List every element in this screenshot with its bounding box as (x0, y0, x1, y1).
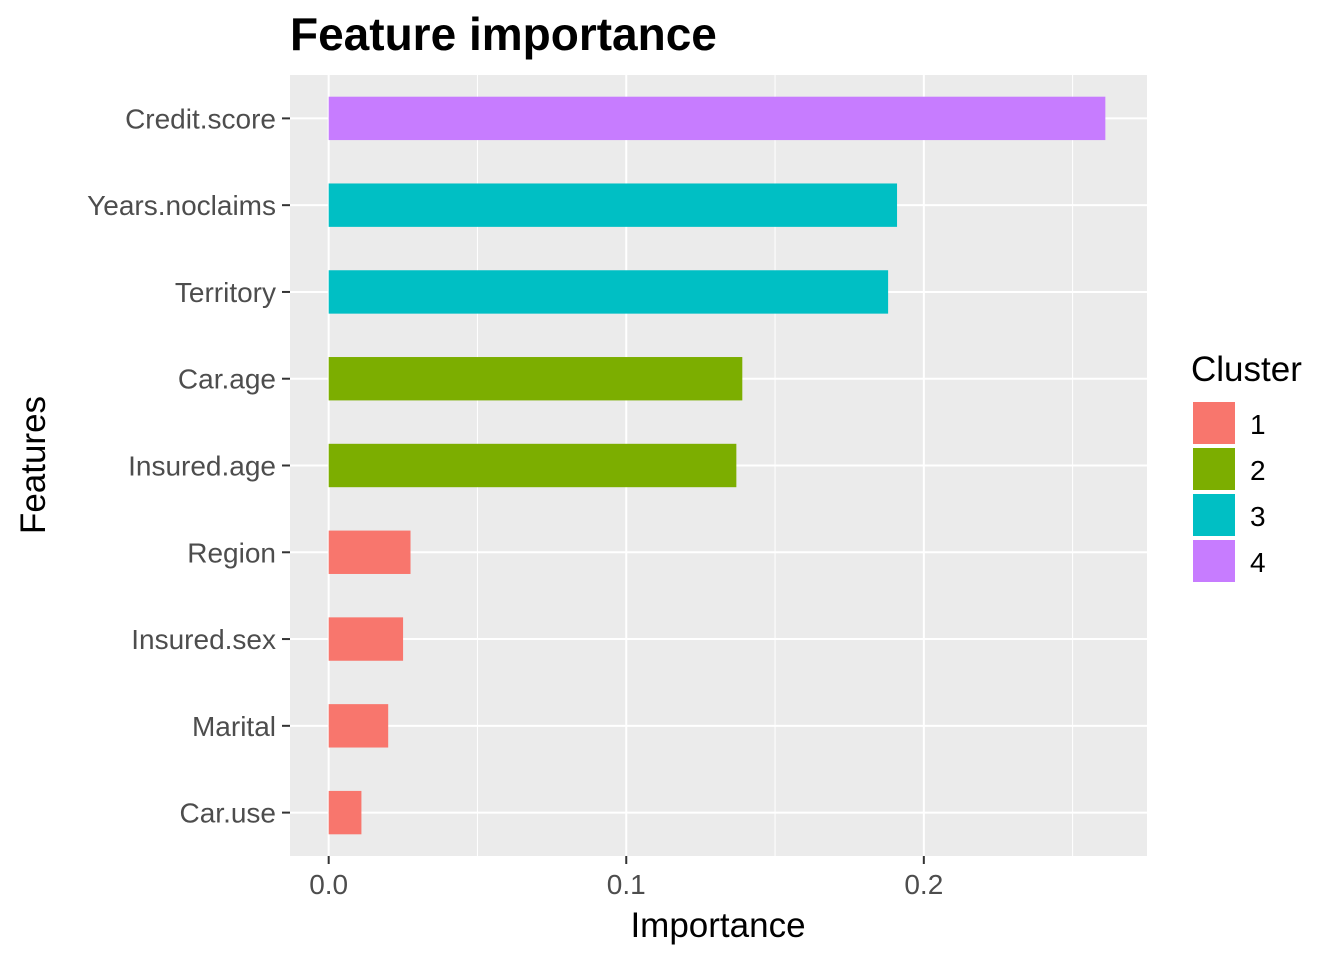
y-tick-label: Years.noclaims (87, 190, 276, 221)
legend-key (1191, 400, 1237, 446)
x-tick-label: 0.2 (904, 869, 943, 900)
y-tick-label: Insured.age (128, 451, 276, 482)
bar-region (328, 530, 411, 574)
x-axis-title: Importance (630, 906, 805, 945)
bar-car-age (328, 357, 743, 401)
y-tick-label: Insured.sex (131, 624, 276, 655)
legend: Cluster 1 2 3 4 (1191, 350, 1302, 584)
legend-label: 3 (1250, 501, 1266, 532)
bar-insured-age (328, 443, 737, 488)
y-tick-label: Car.use (180, 798, 277, 829)
y-tick-label: Marital (192, 711, 276, 742)
bar-credit-score (328, 96, 1106, 141)
y-tick-label: Territory (175, 277, 276, 308)
legend-key (1191, 538, 1237, 584)
legend-title: Cluster (1191, 350, 1302, 389)
y-tick-label: Region (187, 537, 276, 568)
legend-label: 4 (1250, 547, 1266, 578)
x-axis: 0.0 0.1 0.2 (309, 856, 943, 900)
bar-territory (328, 270, 889, 314)
bar-marital (328, 704, 389, 748)
x-tick-label: 0.0 (309, 869, 348, 900)
bar-years-noclaims (328, 183, 898, 227)
legend-items: 1 2 3 4 (1191, 400, 1266, 584)
chart-title: Feature importance (290, 8, 717, 60)
y-axis: Credit.score Years.noclaims Territory Car.a… (87, 103, 290, 829)
y-axis-title: Features (14, 396, 53, 534)
y-tick-label: Credit.score (125, 103, 276, 134)
legend-label: 2 (1250, 455, 1266, 486)
legend-key (1191, 492, 1237, 538)
bar-car-use (328, 790, 362, 835)
y-tick-label: Car.age (178, 364, 276, 395)
legend-key (1191, 446, 1237, 492)
x-tick-label: 0.1 (607, 869, 646, 900)
legend-label: 1 (1250, 409, 1266, 440)
bar-layer (328, 96, 1106, 835)
bar-insured-sex (328, 617, 404, 661)
